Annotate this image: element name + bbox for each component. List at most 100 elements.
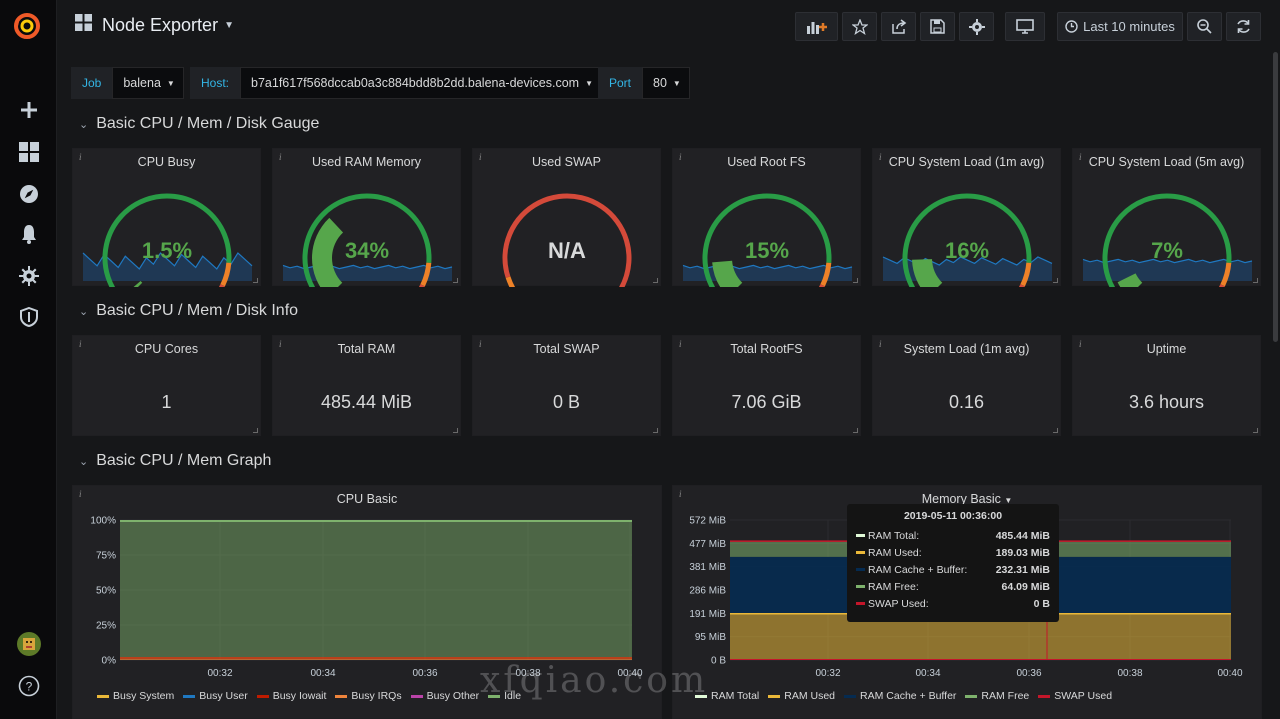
panel-info-icon[interactable]: i	[679, 339, 682, 349]
panel-title[interactable]: CPU System Load (5m avg)	[1088, 155, 1245, 169]
panel-info-icon[interactable]: i	[79, 489, 82, 499]
panel-title[interactable]: Memory Basic ▼	[673, 492, 1261, 506]
dashboard-title[interactable]: Node Exporter ▼	[75, 14, 234, 36]
legend-item[interactable]: RAM Cache + Buffer	[844, 690, 956, 702]
panel-title[interactable]: CPU System Load (1m avg)	[888, 155, 1045, 169]
variable-job-value: balena	[123, 76, 161, 90]
server-admin-icon[interactable]	[16, 304, 42, 330]
clock-icon	[1065, 20, 1078, 33]
row-title-info[interactable]: ⌄ Basic CPU / Mem / Disk Info	[79, 302, 298, 320]
configuration-icon[interactable]	[16, 263, 42, 289]
panel-info-icon[interactable]: i	[479, 152, 482, 162]
panel-title[interactable]: CPU Busy	[137, 155, 196, 169]
row-title-graph[interactable]: ⌄ Basic CPU / Mem Graph	[79, 452, 271, 470]
resize-handle[interactable]	[453, 278, 458, 283]
cpu-basic-legend: Busy System Busy User Busy Iowait Busy IRQs…	[97, 690, 521, 702]
legend-item[interactable]: RAM Free	[965, 690, 1029, 702]
x-tick-label: 00:40	[1217, 668, 1242, 679]
gear-icon	[968, 18, 985, 35]
legend-swatch	[695, 694, 707, 698]
refresh-button[interactable]	[1226, 12, 1261, 41]
legend-item[interactable]: Idle	[488, 690, 521, 702]
resize-handle[interactable]	[1053, 278, 1058, 283]
variable-job-select[interactable]: balena ▼	[112, 67, 184, 99]
resize-handle[interactable]	[453, 428, 458, 433]
panel-title[interactable]: Used SWAP	[531, 155, 601, 169]
panel-info-icon[interactable]: i	[479, 339, 482, 349]
zoom-out-button[interactable]	[1187, 12, 1222, 41]
page-scrollbar[interactable]	[1273, 52, 1278, 342]
legend-item[interactable]: Busy Iowait	[256, 690, 326, 702]
panel-info-icon[interactable]: i	[1079, 339, 1082, 349]
dashboard-title-text: Node Exporter	[102, 14, 219, 35]
x-tick-label: 00:38	[515, 668, 540, 679]
settings-button[interactable]	[959, 12, 994, 41]
legend-item[interactable]: Busy IRQs	[335, 690, 402, 702]
avatar[interactable]	[16, 631, 42, 657]
variable-port-select[interactable]: 80 ▼	[642, 67, 690, 99]
y-tick-label: 100%	[90, 516, 116, 527]
panel-info-icon[interactable]: i	[879, 339, 882, 349]
dashboard-grid-icon	[75, 14, 92, 36]
variable-host: Host: b7a1f617f568dccab0a3c884bdd8b2dd.b…	[190, 67, 602, 99]
panel-title[interactable]: CPU Cores	[134, 342, 199, 356]
legend-item[interactable]: RAM Total	[695, 690, 759, 702]
share-icon	[891, 18, 906, 34]
legend-item[interactable]: RAM Used	[768, 690, 835, 702]
main-area: Node Exporter ▼ Last 10 minutes Job bale…	[57, 0, 1280, 719]
resize-handle[interactable]	[253, 428, 258, 433]
cycle-view-mode-button[interactable]	[1005, 12, 1045, 41]
panel-info-icon[interactable]: i	[79, 152, 82, 162]
add-panel-icon	[806, 21, 827, 34]
panel-info-icon[interactable]: i	[679, 152, 682, 162]
panel-info-icon[interactable]: i	[679, 489, 682, 499]
legend-item[interactable]: Busy System	[97, 690, 174, 702]
resize-handle[interactable]	[653, 428, 658, 433]
stat-value: 1	[161, 392, 172, 412]
variable-host-select[interactable]: b7a1f617f568dccab0a3c884bdd8b2dd.balena-…	[240, 67, 602, 99]
panel-info-icon[interactable]: i	[879, 152, 882, 162]
resize-handle[interactable]	[1253, 278, 1258, 283]
legend-label: RAM Free	[981, 690, 1030, 702]
star-button[interactable]	[842, 12, 877, 41]
row-title-gauge[interactable]: ⌄ Basic CPU / Mem / Disk Gauge	[79, 115, 319, 133]
panel-title[interactable]: Used Root FS	[727, 155, 806, 169]
alerting-icon[interactable]	[16, 221, 42, 247]
resize-handle[interactable]	[653, 278, 658, 283]
legend-label: RAM Total	[711, 690, 760, 702]
resize-handle[interactable]	[1253, 428, 1258, 433]
stat-panel: i Total RAM 485.44 MiB	[272, 335, 461, 436]
panel-title[interactable]: CPU Basic	[336, 492, 398, 506]
stat-panel: i Total SWAP 0 B	[472, 335, 661, 436]
panel-title[interactable]: Total RAM	[337, 342, 396, 356]
resize-handle[interactable]	[253, 278, 258, 283]
legend-item[interactable]: Busy User	[183, 690, 248, 702]
cpu-basic-chart[interactable]: 100% 75% 50% 25% 0% 00:32 00:34 00:36 00:38 00:40	[73, 506, 663, 706]
add-panel-button[interactable]	[795, 12, 838, 41]
gauge-chart: 16%	[882, 193, 1053, 287]
plus-icon[interactable]	[16, 97, 42, 123]
dashboards-icon[interactable]	[16, 139, 42, 165]
save-button[interactable]	[920, 12, 955, 41]
panel-info-icon[interactable]: i	[279, 152, 282, 162]
panel-title[interactable]: Used RAM Memory	[311, 155, 422, 169]
tooltip-swatch	[856, 568, 865, 571]
panel-title[interactable]: Uptime	[1146, 342, 1187, 356]
x-tick-label: 00:36	[412, 668, 437, 679]
panel-info-icon[interactable]: i	[79, 339, 82, 349]
resize-handle[interactable]	[1053, 428, 1058, 433]
legend-item[interactable]: Busy Other	[410, 690, 479, 702]
panel-title[interactable]: System Load (1m avg)	[903, 342, 1030, 356]
panel-title[interactable]: Total RootFS	[730, 342, 803, 356]
panel-title[interactable]: Total SWAP	[533, 342, 600, 356]
resize-handle[interactable]	[853, 278, 858, 283]
legend-item[interactable]: SWAP Used	[1038, 690, 1112, 702]
explore-icon[interactable]	[16, 181, 42, 207]
grafana-logo-icon[interactable]	[12, 11, 42, 41]
time-picker-button[interactable]: Last 10 minutes	[1057, 12, 1183, 41]
panel-info-icon[interactable]: i	[279, 339, 282, 349]
resize-handle[interactable]	[853, 428, 858, 433]
help-icon[interactable]: ?	[16, 673, 42, 699]
panel-info-icon[interactable]: i	[1079, 152, 1082, 162]
share-button[interactable]	[881, 12, 916, 41]
